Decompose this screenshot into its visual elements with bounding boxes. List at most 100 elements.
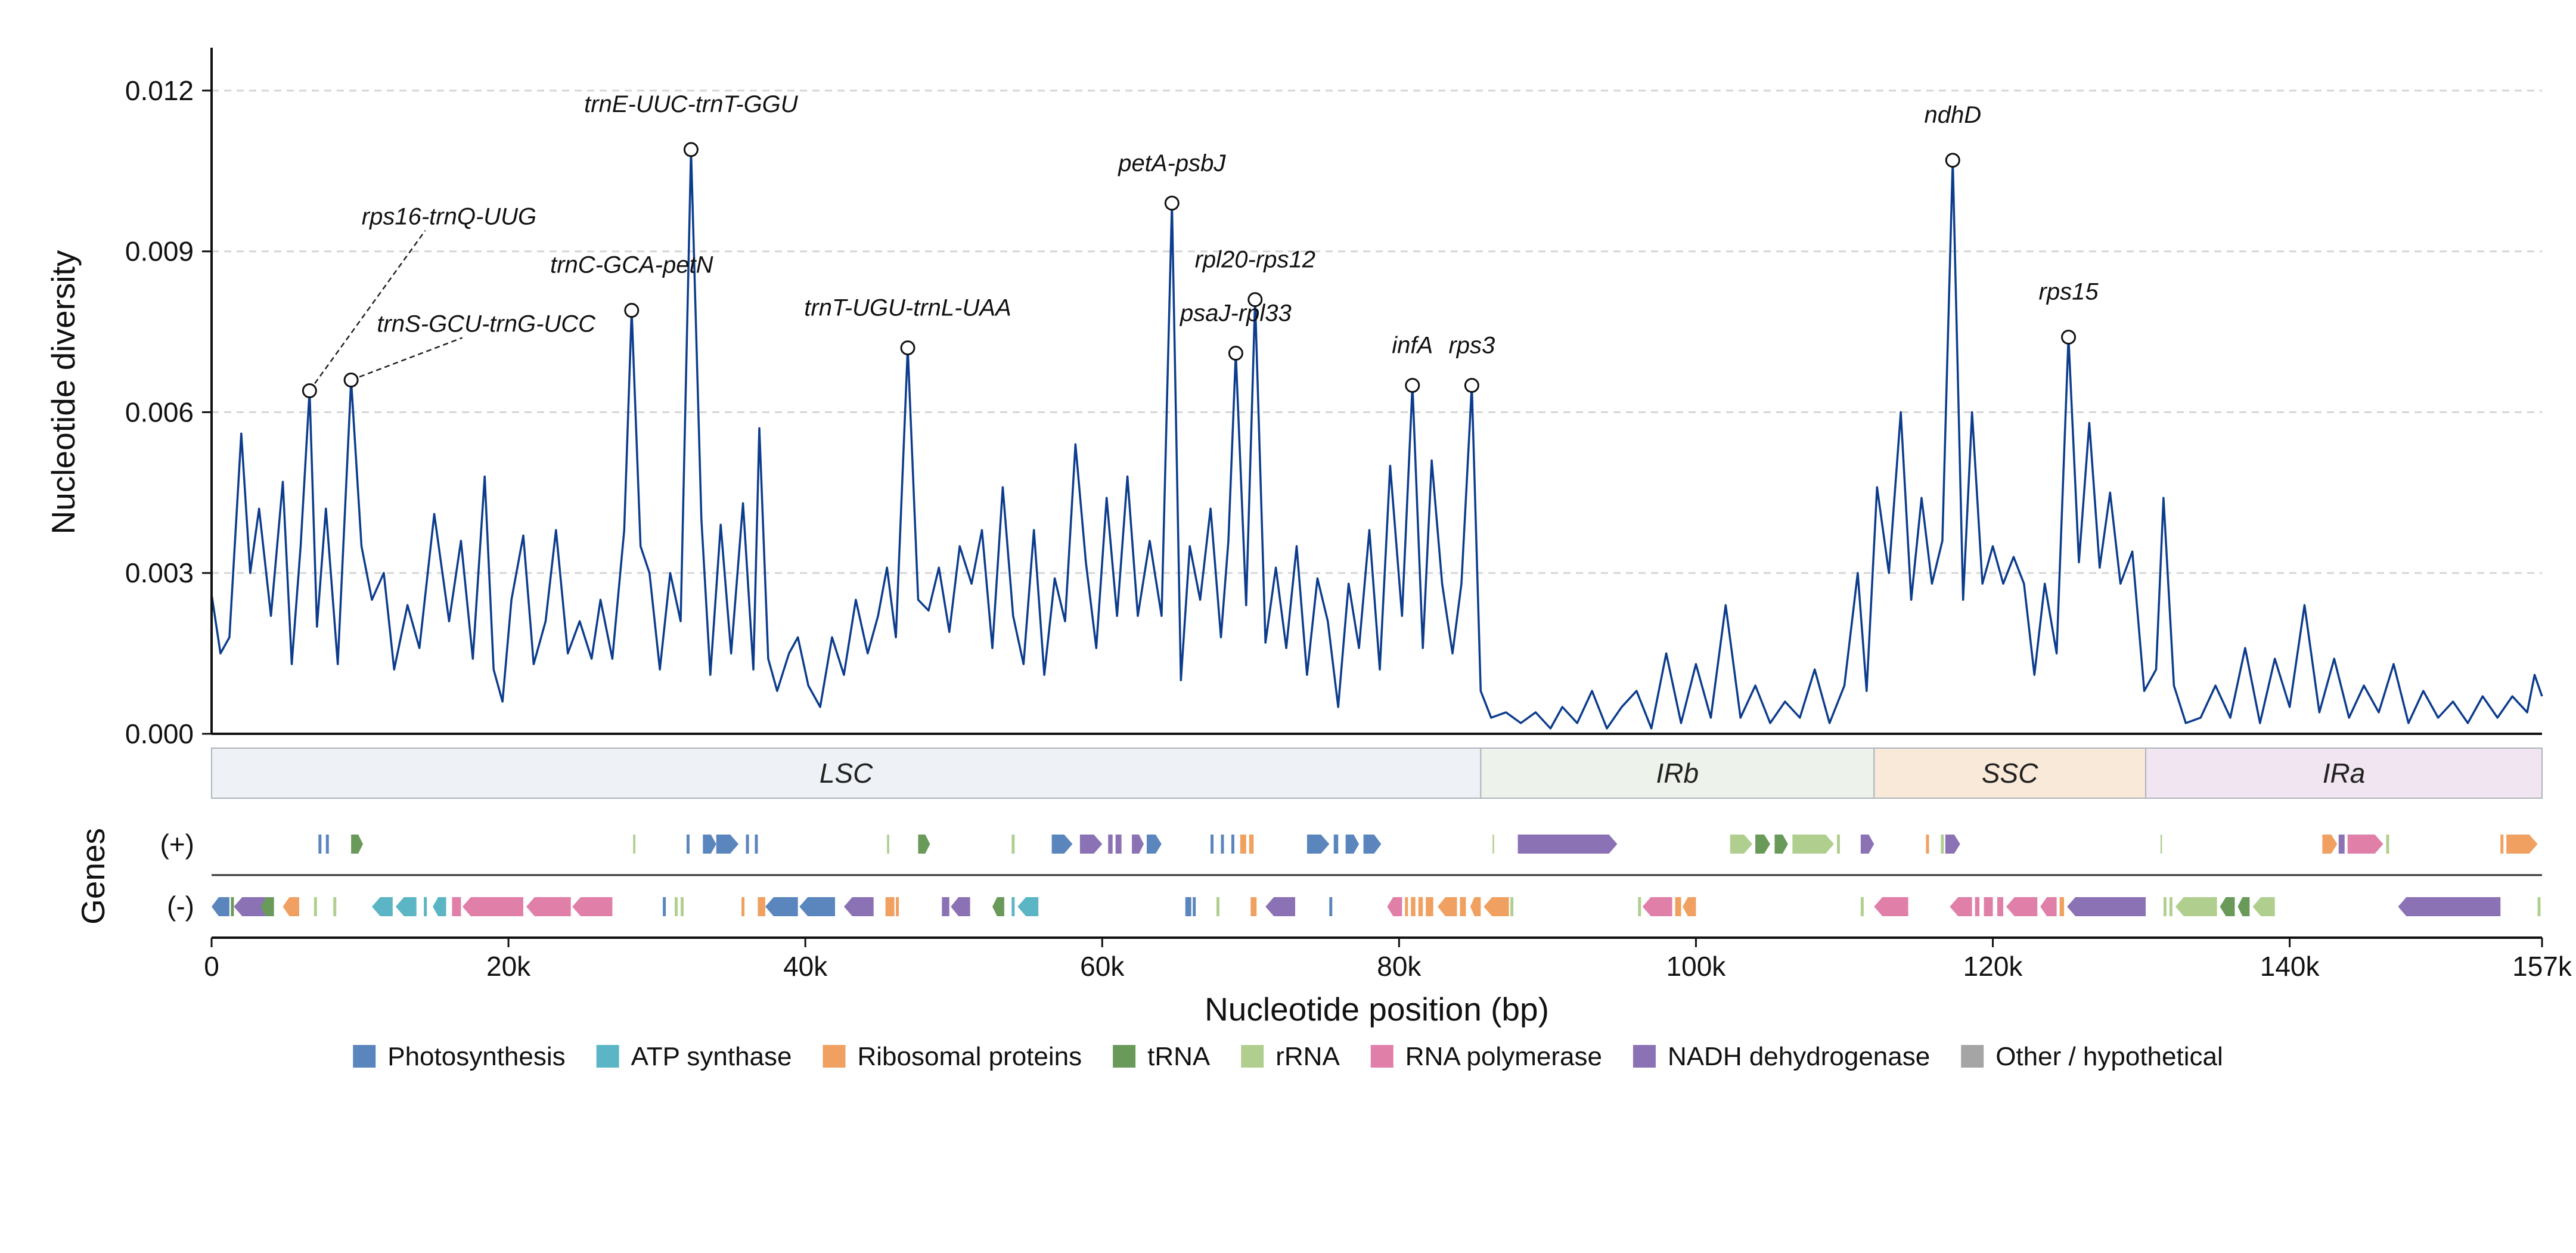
gene-plus (1941, 835, 1944, 854)
peak-marker (2061, 330, 2077, 345)
y-axis-title: Nucleotide diversity (45, 250, 82, 534)
gene-minus (371, 897, 393, 916)
gene-plus (1792, 835, 1835, 854)
gene-minus (231, 897, 234, 916)
gene-plus (1231, 835, 1234, 854)
gene-minus (1387, 897, 1402, 916)
gene-plus (1755, 835, 1770, 854)
peak-label: rps3 (1448, 333, 1495, 359)
gene-plus (918, 835, 930, 854)
gene-plus (2500, 835, 2504, 854)
gene-plus (1774, 835, 1788, 854)
region-label-ira: IRa (2323, 758, 2366, 789)
gene-plus (325, 835, 329, 854)
peak-label: rps16-trnQ-UUG (362, 204, 536, 230)
legend-swatch (596, 1045, 619, 1068)
x-tick-label: 20k (486, 951, 531, 982)
peak-label: rps15 (2039, 279, 2099, 305)
gene-minus (452, 897, 461, 916)
peak-marker (1164, 196, 1180, 211)
gene-minus (2163, 897, 2167, 916)
gene-minus (663, 897, 666, 916)
gene-minus (1329, 897, 1333, 916)
region-label-irb: IRb (1656, 758, 1699, 789)
legend-label: Photosynthesis (387, 1042, 565, 1071)
gene-plus (746, 835, 749, 854)
gene-minus (1950, 897, 1972, 916)
gene-plus (2506, 835, 2538, 854)
peak-marker (900, 340, 915, 356)
gene-plus (1221, 835, 1224, 854)
legend-label: Ribosomal proteins (857, 1042, 1082, 1071)
genes-track-title: Genes (75, 828, 111, 925)
gene-minus (314, 897, 317, 916)
peak-label: trnC-GCA-petN (550, 252, 713, 278)
x-tick-label: 100k (1666, 951, 1727, 982)
gene-minus (1975, 897, 1980, 916)
x-tick-label: 140k (2260, 951, 2320, 982)
x-tick-label: 120k (1963, 951, 2023, 982)
legend-swatch (1632, 1045, 1656, 1068)
gene-plus (1730, 835, 1753, 854)
gene-minus (2398, 897, 2501, 916)
y-tick-label: 0.003 (125, 557, 194, 588)
x-tick-label: 157k (2512, 951, 2572, 982)
x-tick-label: 0 (204, 951, 219, 982)
gene-minus (260, 897, 274, 916)
gene-minus (2006, 897, 2038, 916)
gene-plus (318, 835, 322, 854)
gene-minus (741, 897, 745, 916)
gene-minus (212, 897, 229, 916)
gene-plus (1837, 835, 1841, 854)
gene-plus (1146, 835, 1162, 854)
region-band-ssc (1873, 748, 2147, 799)
gene-plus (703, 835, 716, 854)
gene-minus (1418, 897, 1423, 916)
gene-plus (2338, 835, 2345, 854)
peak-label: ndhD (1924, 102, 1981, 128)
gene-minus (1483, 897, 1509, 916)
peak-marker (1945, 153, 1960, 168)
gene-minus (765, 897, 798, 916)
gene-plus (1345, 835, 1360, 854)
legend-swatch (823, 1045, 846, 1068)
gene-minus (1510, 897, 1514, 916)
diversity-series (210, 148, 2543, 730)
peak-annotations: rps16-trnQ-UUG trnS-GCU-trnG-UCC trnC-GCA-… (302, 91, 2099, 398)
legend-swatch (1961, 1045, 1984, 1068)
gene-plus (1860, 835, 1874, 854)
gene-plus (1132, 835, 1144, 854)
gene-minus (1411, 897, 1416, 916)
gene-plus (1108, 835, 1113, 854)
gene-plus (1051, 835, 1073, 854)
region-band-irb (1480, 748, 1875, 799)
gene-minus (395, 897, 417, 916)
strand-plus-label: (+) (160, 829, 195, 860)
gene-minus (675, 897, 678, 916)
region-label-lsc: LSC (820, 758, 873, 789)
peak-marker (1247, 292, 1263, 308)
gene-plus (1306, 835, 1330, 854)
gene-minus (1405, 897, 1408, 916)
peak-marker (302, 383, 317, 398)
legend-label: NADH dehydrogenase (1668, 1042, 1930, 1071)
gene-minus (1642, 897, 1672, 916)
gene-plus (1363, 835, 1382, 854)
gene-tracks (212, 835, 2542, 916)
peak-marker (1405, 378, 1420, 393)
gene-minus (2537, 897, 2541, 916)
gene-minus (758, 897, 765, 916)
peak-marker (343, 373, 359, 388)
legend-label: ATP synthase (631, 1042, 792, 1071)
gene-plus (1115, 835, 1122, 854)
legend-label: rRNA (1275, 1042, 1340, 1071)
peak-marker (683, 142, 699, 157)
gene-minus (1460, 897, 1466, 916)
x-tick-label: 80k (1377, 951, 1422, 982)
peak-label: psaJ-rpl33 (1180, 300, 1292, 327)
gene-plus (1517, 835, 1618, 854)
gene-minus (2059, 897, 2065, 916)
gene-minus (1675, 897, 1681, 916)
x-axis-title: Nucleotide position (bp) (1205, 991, 1549, 1028)
strand-minus-label: (-) (167, 891, 194, 922)
